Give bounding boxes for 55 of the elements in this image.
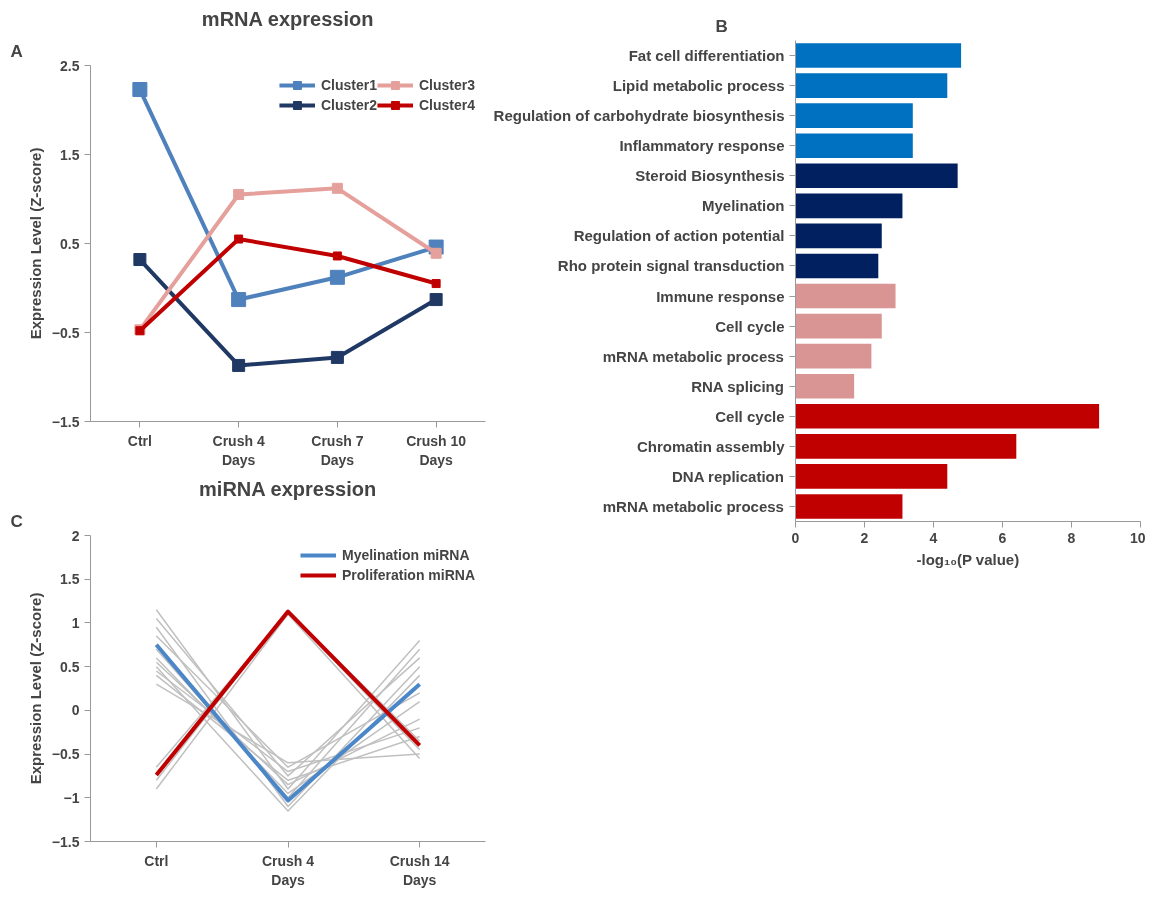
- y-tick-label: Myelination: [701, 197, 785, 215]
- x-tick-label: Crush 4 Days: [261, 852, 315, 888]
- x-tick-label: Crush 7 Days: [311, 432, 364, 468]
- chart-title: miRNA expression: [199, 477, 377, 500]
- y-tick-label: 1.5: [60, 146, 80, 163]
- x-tick-label: 10: [1129, 529, 1146, 546]
- legend-label: Cluster1: [320, 77, 377, 93]
- text: C: [10, 511, 23, 531]
- legend-label: Cluster3: [418, 77, 475, 93]
- y-tick-label: Fat cell differentiation: [628, 47, 785, 65]
- legend-label: Cluster4: [418, 97, 475, 113]
- x-tick-label: 8: [1067, 529, 1076, 546]
- text: A: [10, 41, 23, 61]
- chart-title: mRNA expression: [201, 7, 374, 30]
- x-tick-label: Crush 4 Days: [212, 432, 265, 468]
- legend-label: Myelination miRNA: [341, 547, 470, 563]
- y-tick-label: Cell cycle: [715, 317, 785, 335]
- y-tick-label: Regulation of action potential: [573, 227, 785, 245]
- y-tick-label: −1.5: [51, 833, 80, 850]
- x-tick-label: Ctrl: [127, 432, 152, 449]
- y-axis-title: Expression Level (Z-score): [26, 592, 44, 785]
- x-tick-label: 2: [860, 529, 869, 546]
- y-tick-label: DNA replication: [671, 467, 784, 485]
- y-tick-label: mRNA metabolic process: [602, 347, 784, 365]
- y-tick-label: Regulation of carbohydrate biosynthesis: [493, 107, 785, 125]
- y-tick-label: Lipid metabolic process: [612, 77, 785, 95]
- y-tick-label: 1: [71, 614, 80, 631]
- x-axis-title: -log₁₀(P value): [916, 550, 1020, 568]
- y-tick-label: −1.5: [51, 413, 80, 430]
- y-tick-label: 0.5: [60, 235, 80, 252]
- y-tick-label: 0: [71, 702, 80, 719]
- legend-label: Cluster2: [320, 97, 377, 113]
- y-tick-label: −0.5: [51, 324, 80, 341]
- y-tick-label: Steroid Biosynthesis: [635, 167, 785, 185]
- text: B: [715, 16, 728, 36]
- x-tick-label: 0: [791, 529, 800, 546]
- y-tick-label: 1.5: [60, 571, 80, 588]
- x-tick-label: Crush 14 Days: [389, 852, 450, 888]
- y-tick-label: −0.5: [51, 746, 80, 763]
- y-tick-label: −1: [63, 789, 80, 806]
- legend-label: Proliferation miRNA: [341, 567, 475, 583]
- x-tick-label: 6: [998, 529, 1007, 546]
- y-tick-label: Rho protein signal transduction: [557, 257, 785, 275]
- y-tick-label: RNA splicing: [691, 377, 784, 395]
- y-axis-title: Expression Level (Z-score): [26, 147, 44, 340]
- y-tick-label: Cell cycle: [715, 407, 785, 425]
- x-tick-label: 4: [929, 529, 938, 546]
- x-tick-label: Crush 10 Days: [406, 432, 467, 468]
- y-tick-label: 2.5: [60, 57, 80, 74]
- x-tick-label: Ctrl: [144, 852, 169, 869]
- y-tick-label: 0.5: [60, 658, 80, 675]
- y-tick-label: mRNA metabolic process: [602, 497, 784, 515]
- y-tick-label: Chromatin assembly: [636, 437, 786, 455]
- y-tick-label: Inflammatory response: [619, 137, 785, 155]
- y-tick-label: Immune response: [656, 287, 785, 305]
